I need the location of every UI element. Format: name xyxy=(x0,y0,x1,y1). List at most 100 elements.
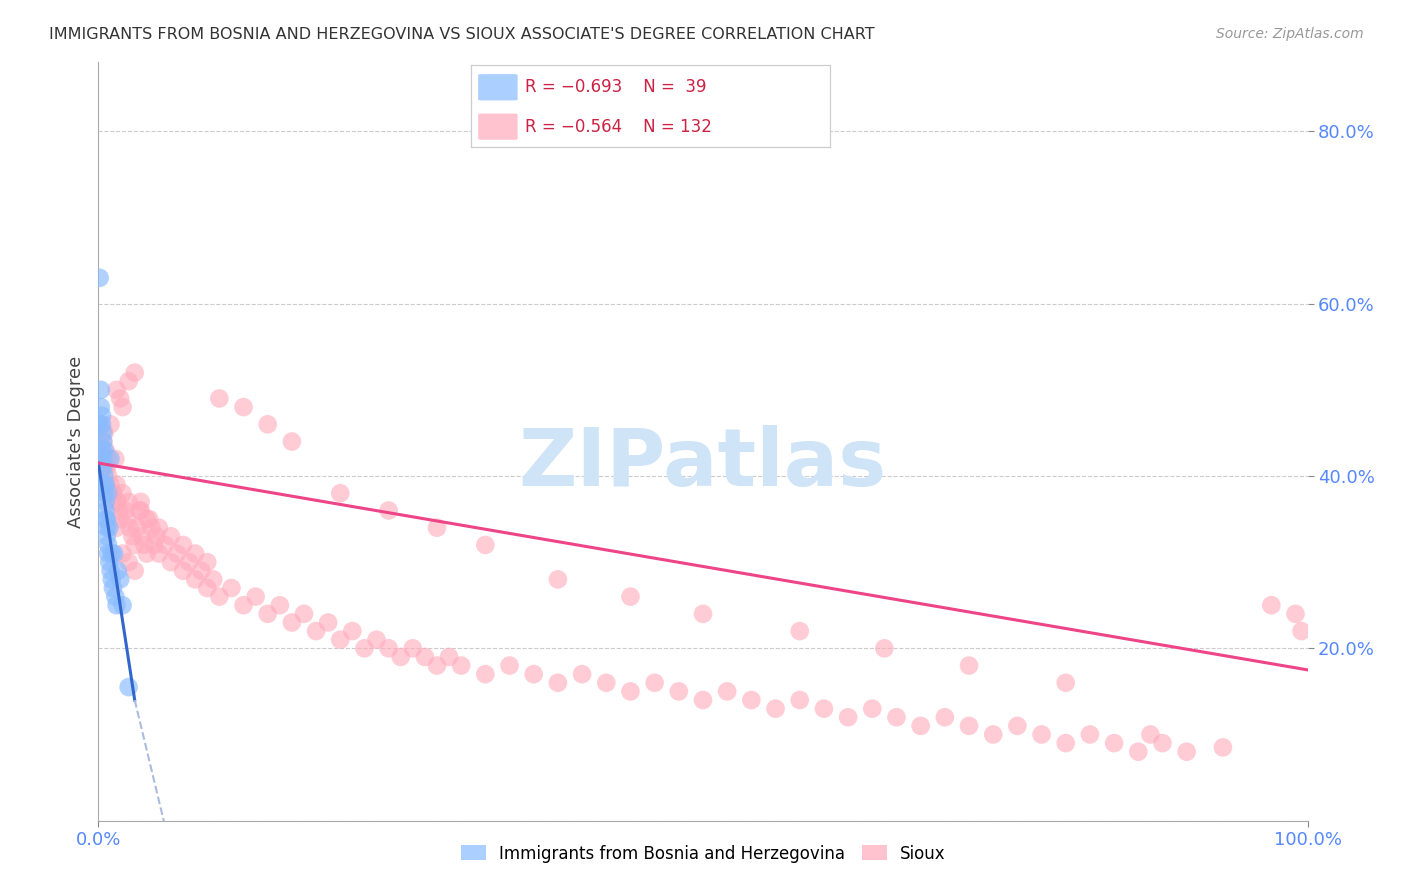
Point xyxy=(108,503,131,517)
Point xyxy=(127,521,149,535)
Point xyxy=(141,521,163,535)
Point xyxy=(97,547,120,561)
Point xyxy=(135,547,157,561)
Text: R = −0.564    N = 132: R = −0.564 N = 132 xyxy=(524,118,711,136)
Text: IMMIGRANTS FROM BOSNIA AND HERZEGOVINA VS SIOUX ASSOCIATE'S DEGREE CORRELATION C: IMMIGRANTS FROM BOSNIA AND HERZEGOVINA V… xyxy=(49,27,875,42)
Point xyxy=(910,719,932,733)
Point xyxy=(103,547,125,561)
Point xyxy=(118,680,141,694)
Point xyxy=(353,641,375,656)
Point xyxy=(104,590,127,604)
Point xyxy=(1031,727,1053,741)
Point xyxy=(129,495,152,509)
Point xyxy=(547,675,569,690)
Point xyxy=(105,477,128,491)
Point xyxy=(101,581,124,595)
Point xyxy=(129,503,152,517)
Point xyxy=(957,719,980,733)
Point xyxy=(426,658,449,673)
Point xyxy=(94,495,117,509)
Point xyxy=(184,547,207,561)
Point xyxy=(1128,745,1150,759)
Point xyxy=(1284,607,1306,621)
Point xyxy=(523,667,546,681)
Point xyxy=(100,451,122,466)
Point xyxy=(91,425,114,440)
Point xyxy=(1260,599,1282,613)
Point xyxy=(571,667,593,681)
Point xyxy=(789,624,811,639)
Point xyxy=(105,383,128,397)
Point xyxy=(90,400,112,414)
Legend: Immigrants from Bosnia and Herzegovina, Sioux: Immigrants from Bosnia and Herzegovina, … xyxy=(454,838,952,869)
FancyBboxPatch shape xyxy=(478,74,517,101)
Point xyxy=(437,649,460,664)
Point xyxy=(166,547,188,561)
Point xyxy=(98,555,121,569)
Point xyxy=(107,495,129,509)
Point xyxy=(97,486,120,500)
Point xyxy=(89,417,111,432)
Point xyxy=(91,443,114,458)
Point xyxy=(1139,727,1161,741)
Point xyxy=(281,434,304,449)
Point xyxy=(886,710,908,724)
Point xyxy=(91,443,114,458)
Point xyxy=(94,443,117,458)
Point xyxy=(316,615,339,630)
Point xyxy=(118,495,141,509)
Point xyxy=(93,469,115,483)
Point xyxy=(305,624,328,639)
Point xyxy=(100,573,122,587)
Point xyxy=(135,512,157,526)
Point xyxy=(377,503,399,517)
Point xyxy=(474,667,496,681)
Point xyxy=(256,607,278,621)
Point xyxy=(138,512,160,526)
Point xyxy=(1054,736,1077,750)
Point xyxy=(96,460,118,475)
Point xyxy=(740,693,762,707)
Point xyxy=(221,581,243,595)
Point xyxy=(208,590,231,604)
Point xyxy=(114,503,136,517)
Point xyxy=(692,607,714,621)
Point xyxy=(111,547,134,561)
Point xyxy=(232,400,254,414)
Point xyxy=(91,460,114,475)
Point xyxy=(91,451,114,466)
Point xyxy=(208,392,231,406)
Point xyxy=(232,599,254,613)
Point xyxy=(134,538,156,552)
Point xyxy=(97,451,120,466)
Point xyxy=(474,538,496,552)
Point xyxy=(1212,740,1234,755)
Point xyxy=(111,599,134,613)
Point xyxy=(160,555,183,569)
Point xyxy=(172,564,194,578)
Point xyxy=(195,555,218,569)
Point xyxy=(329,486,352,500)
Point xyxy=(1152,736,1174,750)
Point xyxy=(94,477,117,491)
Point xyxy=(97,538,120,552)
Point xyxy=(245,590,267,604)
Point xyxy=(124,538,146,552)
Point xyxy=(145,529,167,543)
Point xyxy=(91,417,114,432)
Point xyxy=(96,512,118,526)
Point xyxy=(789,693,811,707)
Point xyxy=(981,727,1004,741)
Point xyxy=(281,615,304,630)
Point xyxy=(179,555,201,569)
Point xyxy=(668,684,690,698)
Point xyxy=(184,573,207,587)
Point xyxy=(105,599,128,613)
Point xyxy=(121,529,143,543)
Point xyxy=(93,477,115,491)
Point xyxy=(692,693,714,707)
Point xyxy=(148,521,170,535)
Point xyxy=(108,392,131,406)
Point xyxy=(107,564,129,578)
Point xyxy=(813,701,835,715)
